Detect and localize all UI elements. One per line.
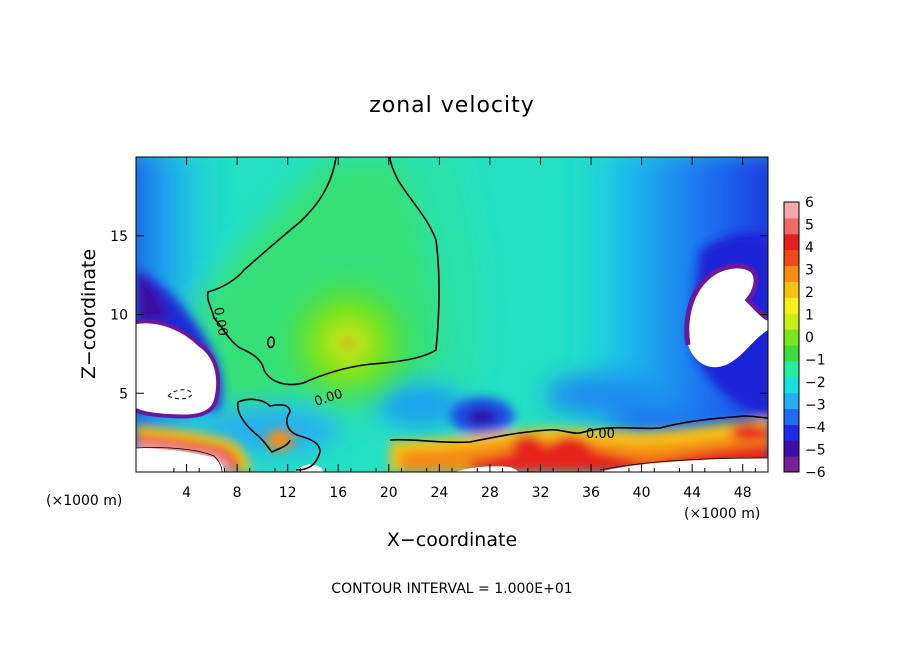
zero-contour-small-loop bbox=[267, 336, 275, 349]
x-tick-label: 12 bbox=[279, 485, 297, 501]
x-tick-label: 40 bbox=[633, 485, 651, 501]
thin-positive-contours bbox=[136, 447, 768, 472]
negative-contours bbox=[167, 389, 193, 400]
thin-contour-right-bottom bbox=[599, 457, 768, 471]
field-vortex-inner bbox=[466, 408, 498, 426]
field-red-blob-2 bbox=[512, 435, 544, 455]
x-axis-label: X−coordinate bbox=[387, 529, 517, 551]
field-mid-blue-2 bbox=[545, 373, 655, 417]
gap-right-purple-rim bbox=[684, 263, 768, 346]
colorbar-swatch bbox=[784, 265, 799, 282]
x-tick-label: 8 bbox=[233, 485, 242, 501]
y-axis-ticks bbox=[136, 235, 768, 394]
y-axis-tick-labels: 5 10 15 bbox=[110, 229, 128, 403]
gap-right bbox=[686, 265, 768, 368]
y-tick-label: 5 bbox=[119, 386, 128, 402]
x-tick-label: 44 bbox=[683, 485, 701, 501]
gap-left-middle-purple-rim bbox=[136, 319, 221, 419]
colorbar-tick-label: −2 bbox=[805, 375, 826, 391]
colorbar-tick-label: −5 bbox=[805, 443, 826, 459]
colorbar-swatch bbox=[784, 440, 799, 457]
colorbar-tick-label: 0 bbox=[805, 330, 814, 346]
x-tick-label: 36 bbox=[582, 485, 600, 501]
colorbar-swatch bbox=[784, 313, 799, 330]
y-tick-label: 15 bbox=[110, 229, 128, 245]
negative-contour-left bbox=[167, 389, 193, 400]
colorbar-swatch bbox=[784, 408, 799, 425]
colorbar-swatch bbox=[784, 392, 799, 409]
colorbar-tick-label: −6 bbox=[805, 465, 826, 481]
chart-title: zonal velocity bbox=[369, 93, 535, 118]
contour-label-3: 0.00 bbox=[586, 427, 615, 442]
zero-contour-lower-left-2 bbox=[236, 401, 291, 453]
x-tick-label: 32 bbox=[532, 485, 550, 501]
zero-contour-bottom bbox=[389, 415, 768, 444]
colorbar-tick-label: 1 bbox=[805, 308, 814, 324]
colorbar-swatch bbox=[784, 217, 799, 235]
colorbar-tick-label: −1 bbox=[805, 353, 826, 369]
colorbar-swatch bbox=[784, 281, 799, 298]
zero-contour-main bbox=[206, 157, 440, 386]
x-axis-tick-labels: 4 8 12 16 20 24 28 32 36 40 44 48 bbox=[182, 485, 752, 501]
x-tick-label: 24 bbox=[430, 485, 448, 501]
colorbar-swatch bbox=[784, 360, 799, 378]
colorbar-tick-labels: 6 5 4 3 2 1 0 −1 −2 −3 −4 −5 −6 bbox=[805, 195, 826, 481]
zero-contours bbox=[206, 157, 768, 471]
x-tick-label: 48 bbox=[734, 485, 752, 501]
x-unit-left: (×1000 m) bbox=[46, 493, 122, 509]
contour-interval-note: CONTOUR INTERVAL = 1.000E+01 bbox=[331, 581, 572, 597]
thin-contour-left-bottom bbox=[136, 447, 223, 472]
y-axis-label: Z−coordinate bbox=[78, 249, 100, 379]
x-tick-label: 20 bbox=[380, 485, 398, 501]
colorbar-swatch bbox=[784, 456, 799, 473]
colorbar-tick-label: −3 bbox=[805, 398, 826, 414]
colorbar-tick-label: 5 bbox=[805, 218, 814, 234]
field-red-blob-3 bbox=[548, 436, 592, 464]
x-tick-label: 16 bbox=[329, 485, 347, 501]
colorbar-swatch bbox=[784, 297, 799, 314]
contour-label-1: 0.00 bbox=[210, 306, 230, 337]
colorbar-tick-label: −4 bbox=[805, 420, 826, 436]
colorbar-swatch bbox=[784, 424, 799, 441]
colorbar-tick-label: 2 bbox=[805, 285, 814, 301]
field-left-purple bbox=[136, 270, 170, 320]
x-unit-right: (×1000 m) bbox=[684, 506, 760, 522]
zero-contour-lower-left bbox=[237, 398, 321, 471]
field-lowerleft-blue bbox=[200, 405, 340, 455]
gap-left-bottom bbox=[136, 448, 224, 472]
field-green-core bbox=[273, 268, 423, 418]
colorbar-tick-label: 4 bbox=[805, 240, 814, 256]
colorbar-swatch bbox=[784, 202, 799, 219]
field-red-blob-4 bbox=[730, 424, 768, 440]
colorbar-swatch bbox=[784, 344, 799, 362]
colorbar-tick-label: 6 bbox=[805, 195, 814, 211]
x-tick-label: 28 bbox=[481, 485, 499, 501]
colorbar bbox=[783, 201, 800, 473]
colorbar-swatch bbox=[784, 376, 799, 394]
y-tick-label: 10 bbox=[110, 308, 128, 324]
colorbar-swatch bbox=[784, 233, 799, 251]
colorbar-swatch bbox=[784, 249, 799, 267]
x-tick-label: 4 bbox=[182, 485, 191, 501]
colorbar-tick-label: 3 bbox=[805, 263, 814, 279]
x-axis-ticks bbox=[173, 157, 756, 472]
colorbar-swatch bbox=[784, 329, 799, 346]
velocity-field: 0.00 0.00 0.00 bbox=[136, 157, 768, 472]
colorbar-frame bbox=[783, 201, 800, 473]
